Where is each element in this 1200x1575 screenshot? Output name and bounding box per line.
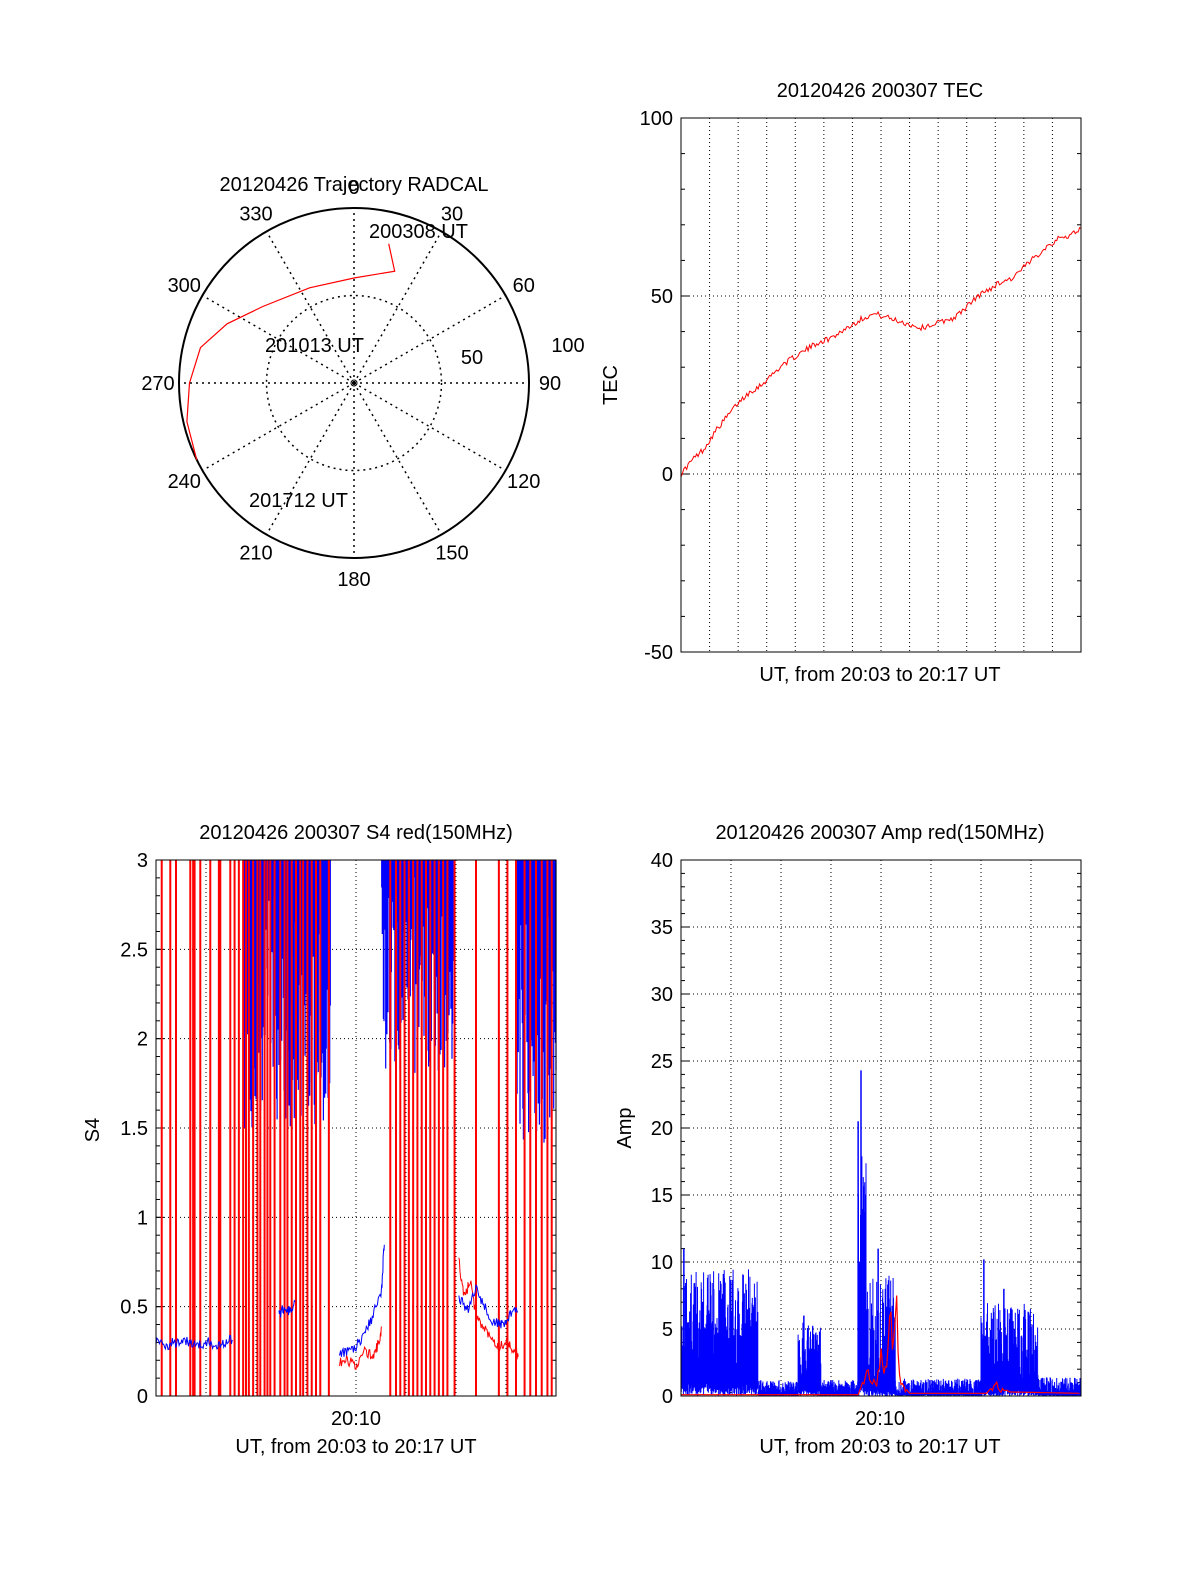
amp-ylabel: Amp bbox=[614, 1107, 636, 1148]
s4-plot: 20120426 200307 S4 red(150MHz) 3 2.5 2 1.5 1… bbox=[82, 822, 557, 1458]
s4-frame bbox=[155, 859, 557, 1397]
s4-ytick-labels: 3 2.5 2 1.5 1 0.5 0 bbox=[120, 850, 148, 1408]
trajectory-grid bbox=[179, 208, 529, 558]
s4-red-line bbox=[458, 1257, 519, 1360]
polar-center bbox=[350, 379, 358, 387]
ytick-label: -50 bbox=[644, 642, 673, 664]
amp-blue-band bbox=[680, 1269, 759, 1396]
ytick-label: 0.5 bbox=[120, 1297, 148, 1319]
polar-azimuth-label: 90 bbox=[539, 373, 561, 395]
s4-red-line bbox=[338, 1326, 382, 1370]
polar-azimuth-label: 210 bbox=[239, 543, 272, 565]
amp-red-line bbox=[681, 1295, 1080, 1396]
trajectory-horizon-circle bbox=[178, 207, 530, 559]
tec-series bbox=[680, 226, 1082, 478]
polar-radial-label: 100 bbox=[551, 335, 584, 357]
ytick-label: 2 bbox=[137, 1029, 148, 1051]
tec-line bbox=[680, 226, 1082, 478]
polar-azimuth-label: 0 bbox=[348, 177, 359, 199]
s4-blue-line bbox=[278, 1299, 296, 1318]
ytick-label: 1 bbox=[137, 1207, 148, 1229]
tec-frame bbox=[680, 117, 1082, 653]
s4-series bbox=[155, 860, 557, 1396]
s4-xlabel: UT, from 20:03 to 20:17 UT bbox=[235, 1436, 476, 1458]
polar-spoke bbox=[353, 294, 506, 384]
amp-blue-band bbox=[820, 1380, 859, 1396]
trajectory-annotation: 201013 UT bbox=[265, 335, 364, 357]
trajectory-title: 20120426 Trajectory RADCAL bbox=[219, 174, 488, 196]
amp-title: 20120426 200307 Amp red(150MHz) bbox=[715, 822, 1044, 844]
ytick-label: 5 bbox=[662, 1319, 673, 1341]
polar-spoke bbox=[353, 382, 506, 472]
ytick-label: 2.5 bbox=[120, 939, 148, 961]
polar-azimuth-label: 120 bbox=[507, 471, 540, 493]
ytick-label: 100 bbox=[640, 108, 673, 130]
ytick-label: 1.5 bbox=[120, 1118, 148, 1140]
polar-radial-label: 50 bbox=[461, 347, 483, 369]
polar-spoke bbox=[353, 231, 443, 384]
tec-ylabel: TEC bbox=[600, 365, 622, 405]
amp-grid bbox=[681, 859, 1081, 1397]
trajectory-line bbox=[186, 243, 396, 460]
s4-title: 20120426 200307 S4 red(150MHz) bbox=[199, 822, 513, 844]
polar-azimuth-label: 300 bbox=[168, 275, 201, 297]
amp-xtick-label: 20:10 bbox=[855, 1408, 905, 1430]
amp-blue-band bbox=[1037, 1377, 1082, 1396]
polar-azimuth-label: 30 bbox=[441, 203, 463, 225]
polar-azimuth-label: 240 bbox=[168, 471, 201, 493]
polar-spoke bbox=[353, 382, 443, 535]
tec-plot: 20120426 200307 TEC 100 50 0 -50 UT, from 2… bbox=[600, 80, 1082, 686]
polar-spoke bbox=[202, 382, 355, 472]
tec-title: 20120426 200307 TEC bbox=[777, 80, 983, 102]
tec-ytick-labels: 100 50 0 -50 bbox=[640, 108, 673, 664]
trajectory-azimuth-labels: 0 30 60 90 120 150 180 210 240 270 300 330 50 100 bbox=[141, 177, 584, 591]
ytick-label: 3 bbox=[137, 850, 148, 872]
ytick-label: 0 bbox=[662, 464, 673, 486]
ytick-label: 15 bbox=[651, 1185, 673, 1207]
ytick-label: 30 bbox=[651, 984, 673, 1006]
ytick-label: 0 bbox=[662, 1386, 673, 1408]
amp-xlabel: UT, from 20:03 to 20:17 UT bbox=[759, 1436, 1000, 1458]
tec-grid bbox=[681, 117, 1081, 653]
trajectory-series bbox=[186, 243, 396, 460]
amp-plot: 20120426 200307 Amp red(150MHz) 40 35 30 25… bbox=[614, 822, 1082, 1458]
ytick-label: 50 bbox=[651, 286, 673, 308]
amp-blue-band bbox=[866, 1275, 896, 1396]
polar-azimuth-label: 180 bbox=[337, 569, 370, 591]
trajectory-annotation: 201712 UT bbox=[249, 490, 348, 512]
trajectory-annotation: 200308 UT bbox=[369, 221, 468, 243]
polar-azimuth-label: 270 bbox=[141, 373, 174, 395]
amp-ytick-labels: 40 35 30 25 20 15 10 5 0 bbox=[651, 850, 673, 1408]
ytick-label: 35 bbox=[651, 917, 673, 939]
s4-xtick-label: 20:10 bbox=[331, 1408, 381, 1430]
amp-blue-band bbox=[757, 1380, 799, 1396]
s4-blue-line bbox=[338, 1244, 385, 1357]
trajectory-annotations: 200308 UT 201013 UT 201712 UT bbox=[249, 221, 468, 512]
s4-grid bbox=[156, 859, 556, 1397]
amp-frame bbox=[680, 859, 1082, 1397]
s4-blue-line bbox=[458, 1284, 518, 1329]
polar-azimuth-label: 330 bbox=[239, 203, 272, 225]
polar-spoke bbox=[202, 294, 355, 384]
amp-blue-band bbox=[980, 1303, 1039, 1396]
ytick-label: 20 bbox=[651, 1118, 673, 1140]
polar-ring bbox=[265, 294, 443, 472]
amp-blue-band bbox=[797, 1322, 822, 1396]
polar-spoke bbox=[265, 231, 355, 384]
polar-spoke bbox=[265, 382, 355, 535]
polar-azimuth-label: 60 bbox=[513, 275, 535, 297]
ytick-label: 10 bbox=[651, 1252, 673, 1274]
ytick-label: 40 bbox=[651, 850, 673, 872]
tec-xlabel: UT, from 20:03 to 20:17 UT bbox=[759, 664, 1000, 686]
ytick-label: 25 bbox=[651, 1051, 673, 1073]
s4-ylabel: S4 bbox=[82, 1118, 104, 1142]
trajectory-plot: 20120426 Trajectory RADCAL 0 30 60 90 120 150… bbox=[141, 174, 584, 591]
polar-azimuth-label: 150 bbox=[435, 543, 468, 565]
amp-series bbox=[680, 1070, 1082, 1396]
ytick-label: 0 bbox=[137, 1386, 148, 1408]
s4-blue-line bbox=[155, 1334, 233, 1351]
